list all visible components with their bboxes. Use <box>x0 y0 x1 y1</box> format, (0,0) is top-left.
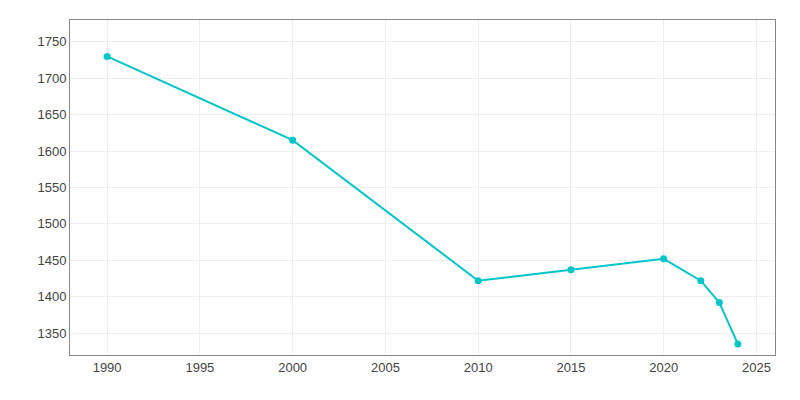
svg-text:2020: 2020 <box>649 360 678 375</box>
svg-text:1400: 1400 <box>37 289 66 304</box>
svg-text:1500: 1500 <box>37 216 66 231</box>
svg-text:2015: 2015 <box>556 360 585 375</box>
svg-text:1700: 1700 <box>37 71 66 86</box>
svg-text:2000: 2000 <box>278 360 307 375</box>
svg-text:1995: 1995 <box>185 360 214 375</box>
svg-text:1450: 1450 <box>37 253 66 268</box>
svg-text:1650: 1650 <box>37 107 66 122</box>
svg-text:1600: 1600 <box>37 144 66 159</box>
svg-text:2025: 2025 <box>742 360 771 375</box>
svg-text:1550: 1550 <box>37 180 66 195</box>
svg-text:1990: 1990 <box>93 360 122 375</box>
svg-text:1350: 1350 <box>37 326 66 341</box>
svg-text:2005: 2005 <box>371 360 400 375</box>
svg-text:1750: 1750 <box>37 34 66 49</box>
svg-text:2010: 2010 <box>464 360 493 375</box>
